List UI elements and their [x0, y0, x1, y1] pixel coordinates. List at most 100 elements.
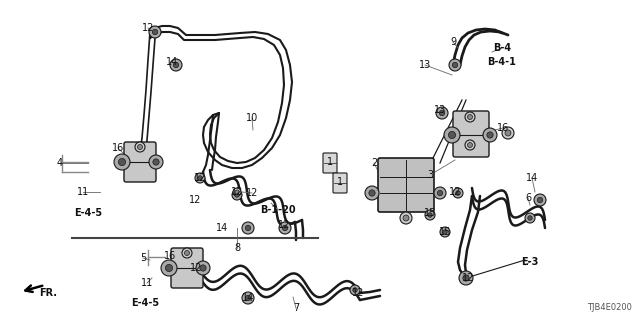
- Circle shape: [443, 230, 447, 234]
- Text: 12: 12: [278, 220, 290, 230]
- Circle shape: [456, 191, 460, 195]
- Circle shape: [528, 216, 532, 220]
- Circle shape: [170, 59, 182, 71]
- Circle shape: [165, 264, 173, 272]
- Text: 1: 1: [327, 157, 333, 167]
- Text: 13: 13: [419, 60, 431, 70]
- Text: 11: 11: [77, 187, 89, 197]
- Circle shape: [400, 212, 412, 224]
- FancyBboxPatch shape: [453, 111, 489, 157]
- Circle shape: [434, 187, 446, 199]
- Circle shape: [196, 261, 210, 275]
- Circle shape: [487, 132, 493, 138]
- Text: E-4-5: E-4-5: [131, 298, 159, 308]
- Circle shape: [233, 188, 241, 196]
- Text: 16: 16: [112, 143, 124, 153]
- Circle shape: [467, 115, 472, 119]
- Circle shape: [440, 227, 450, 237]
- Circle shape: [232, 190, 242, 200]
- Text: 14: 14: [526, 173, 538, 183]
- Circle shape: [365, 186, 379, 200]
- Circle shape: [173, 62, 179, 68]
- Circle shape: [369, 190, 375, 196]
- FancyBboxPatch shape: [124, 142, 156, 182]
- Circle shape: [152, 29, 157, 35]
- Text: 16: 16: [497, 123, 509, 133]
- Circle shape: [161, 260, 177, 276]
- Text: 12: 12: [449, 187, 461, 197]
- Text: 3: 3: [427, 170, 433, 180]
- Circle shape: [279, 222, 291, 234]
- Circle shape: [245, 295, 251, 301]
- Circle shape: [153, 159, 159, 165]
- Circle shape: [459, 271, 473, 285]
- Text: 5: 5: [140, 253, 146, 263]
- FancyBboxPatch shape: [378, 158, 434, 212]
- Circle shape: [184, 251, 189, 255]
- Text: 6: 6: [525, 193, 531, 203]
- Circle shape: [425, 210, 435, 220]
- Circle shape: [525, 213, 535, 223]
- Circle shape: [436, 107, 448, 119]
- Circle shape: [182, 248, 192, 258]
- Text: 12: 12: [231, 187, 243, 197]
- Circle shape: [449, 59, 461, 71]
- Text: B-1-20: B-1-20: [260, 205, 296, 215]
- Text: 2: 2: [371, 158, 377, 168]
- Circle shape: [502, 127, 514, 139]
- Text: 12: 12: [142, 23, 154, 33]
- Circle shape: [534, 194, 546, 206]
- Circle shape: [453, 188, 463, 198]
- Circle shape: [138, 145, 143, 149]
- Text: 15: 15: [439, 227, 451, 237]
- Text: 12: 12: [246, 188, 258, 198]
- Circle shape: [198, 176, 202, 180]
- Text: 1: 1: [337, 177, 343, 187]
- Text: B-4-1: B-4-1: [488, 57, 516, 67]
- Circle shape: [483, 128, 497, 142]
- Text: 12: 12: [352, 288, 364, 298]
- Text: 12: 12: [189, 195, 201, 205]
- Text: 9: 9: [450, 37, 456, 47]
- Text: 12: 12: [194, 173, 206, 183]
- Text: 16: 16: [164, 251, 176, 261]
- Circle shape: [460, 272, 472, 284]
- Circle shape: [282, 225, 288, 231]
- Circle shape: [465, 140, 475, 150]
- Circle shape: [439, 110, 445, 116]
- Text: FR.: FR.: [39, 288, 57, 298]
- Text: 11: 11: [141, 278, 153, 288]
- Circle shape: [452, 62, 458, 68]
- Circle shape: [149, 155, 163, 169]
- Circle shape: [135, 142, 145, 152]
- Circle shape: [114, 154, 130, 170]
- Circle shape: [200, 265, 206, 271]
- Circle shape: [538, 197, 543, 203]
- Circle shape: [428, 213, 432, 217]
- Circle shape: [350, 285, 360, 295]
- Text: 13: 13: [434, 105, 446, 115]
- Circle shape: [245, 225, 251, 231]
- Text: E-4-5: E-4-5: [74, 208, 102, 218]
- Circle shape: [505, 130, 511, 136]
- Text: B-4: B-4: [493, 43, 511, 53]
- Text: 15: 15: [424, 208, 436, 218]
- Circle shape: [465, 112, 475, 122]
- Circle shape: [467, 142, 472, 148]
- Text: 7: 7: [293, 303, 299, 313]
- Circle shape: [149, 26, 161, 38]
- Circle shape: [242, 222, 254, 234]
- Circle shape: [235, 193, 239, 197]
- Text: 10: 10: [246, 113, 258, 123]
- Text: 12: 12: [462, 273, 474, 283]
- Text: 14: 14: [166, 57, 178, 67]
- FancyBboxPatch shape: [171, 248, 203, 288]
- Text: 8: 8: [234, 243, 240, 253]
- FancyBboxPatch shape: [333, 173, 347, 193]
- Circle shape: [242, 292, 254, 304]
- Circle shape: [444, 127, 460, 143]
- Circle shape: [235, 190, 239, 194]
- Text: 4: 4: [57, 158, 63, 168]
- FancyBboxPatch shape: [323, 153, 337, 173]
- Circle shape: [463, 275, 468, 281]
